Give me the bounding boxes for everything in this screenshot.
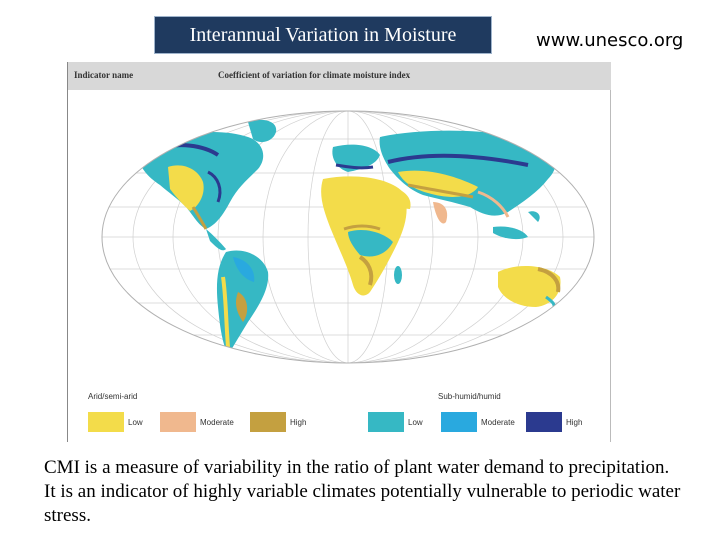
legend-arid-high-label: High (290, 418, 307, 427)
legend-humid-moderate-swatch (441, 412, 477, 432)
legend-arid-low-label: Low (128, 418, 143, 427)
greenland (248, 119, 277, 143)
indicator-name-label: Indicator name (74, 70, 134, 80)
australia (498, 265, 561, 307)
legend-humid-moderate-label: Moderate (481, 418, 515, 427)
legend-humid-high-swatch (526, 412, 562, 432)
slide-title: Interannual Variation in Moisture (154, 16, 492, 54)
caption: CMI is a measure of variability in the r… (44, 457, 681, 526)
legend-humid-group: Sub-humid/humid (438, 392, 501, 401)
legend-humid-low-swatch (368, 412, 404, 432)
legend-arid-group: Arid/semi-arid (88, 392, 138, 401)
indicator-title: Coefficient of variation for climate moi… (218, 70, 411, 80)
world-map (101, 110, 595, 364)
legend-arid-moderate-swatch (160, 412, 196, 432)
legend-humid-low-label: Low (408, 418, 423, 427)
legend-arid-low-swatch (88, 412, 124, 432)
legend-arid-moderate-label: Moderate (200, 418, 234, 427)
map-figure: Indicator name Coefficient of variation … (67, 62, 611, 442)
legend-arid-high-swatch (250, 412, 286, 432)
asia (379, 130, 556, 216)
legend-humid-high-label: High (566, 418, 583, 427)
source-url: www.unesco.org (536, 30, 684, 51)
figure-header: Indicator name Coefficient of variation … (68, 62, 611, 90)
